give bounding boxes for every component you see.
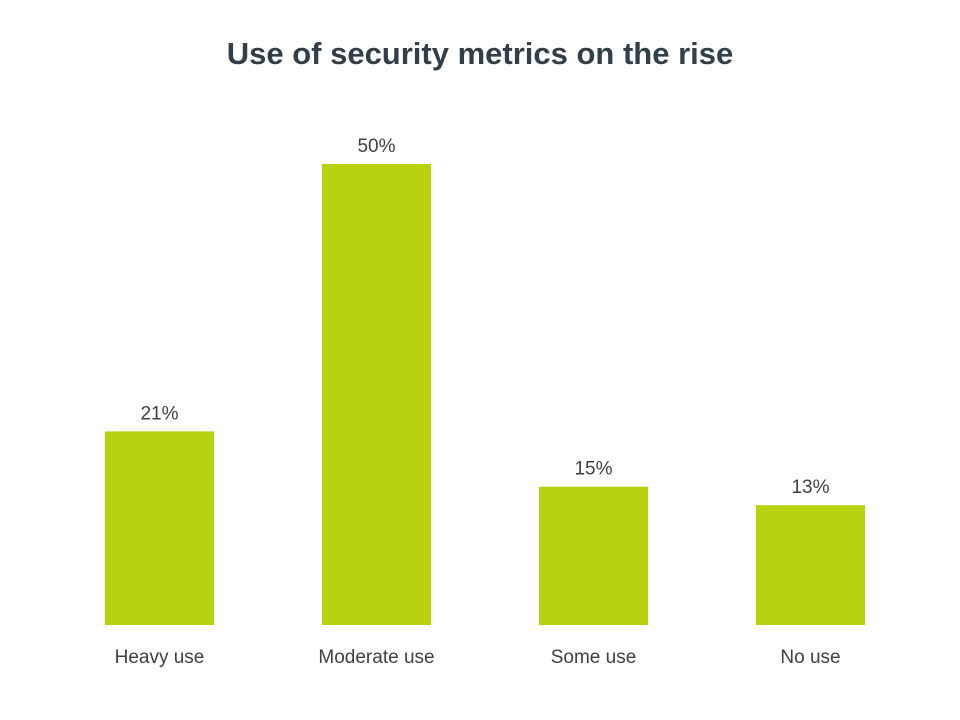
bar-heavy-use (105, 431, 214, 625)
data-label: 15% (574, 459, 612, 480)
data-label: 21% (140, 403, 178, 424)
bar-moderate-use (322, 164, 431, 625)
chart-title: Use of security metrics on the rise (226, 36, 734, 71)
x-tick-label: Moderate use (318, 647, 434, 668)
data-label: 13% (791, 477, 829, 498)
x-tick-label: Heavy use (115, 647, 205, 668)
bar-no-use (756, 505, 865, 625)
x-tick-label: Some use (551, 647, 637, 668)
x-tick-label: No use (780, 647, 840, 668)
bar-some-use (539, 486, 648, 625)
data-label: 50% (357, 136, 395, 157)
